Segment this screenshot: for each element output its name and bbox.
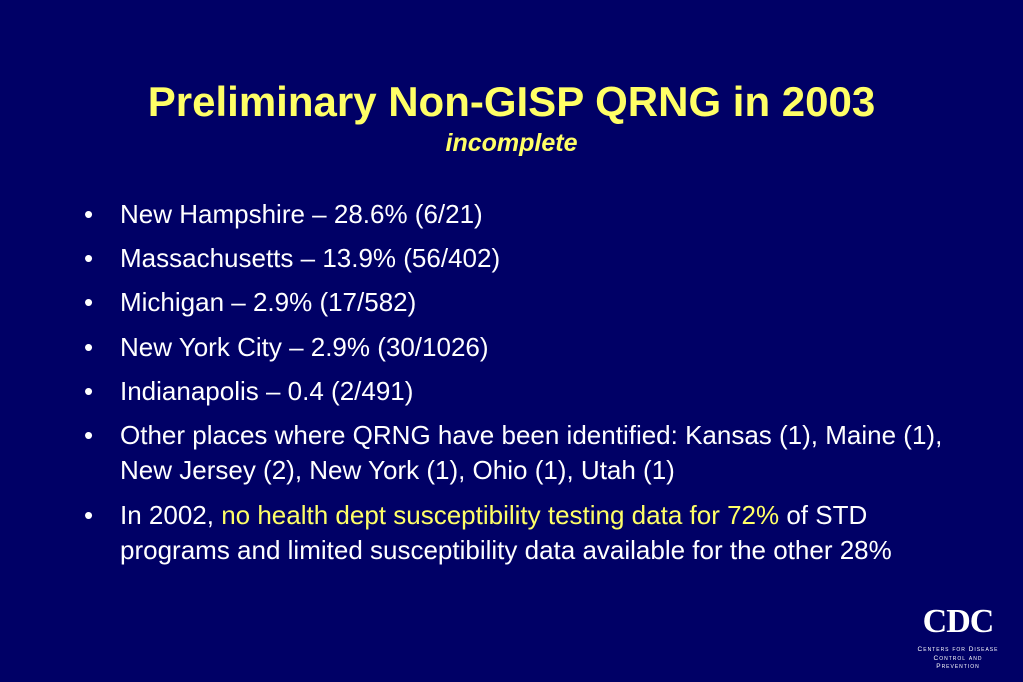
bullet-text: Indianapolis – 0.4 (2/491) bbox=[120, 375, 414, 406]
bullet-item: • Indianapolis – 0.4 (2/491) bbox=[84, 374, 944, 410]
slide-title: Preliminary Non-GISP QRNG in 2003 bbox=[147, 78, 876, 125]
bullet-list: • New Hampshire – 28.6% (6/21) • Massach… bbox=[84, 197, 944, 577]
bullet-item: • In 2002, no health dept susceptibility… bbox=[84, 498, 944, 569]
cdc-logo-text: CDC bbox=[922, 603, 995, 640]
bullet-marker-icon: • bbox=[84, 419, 94, 450]
bullet-text: Other places where QRNG have been identi… bbox=[120, 419, 943, 486]
bullet-marker-icon: • bbox=[84, 331, 94, 362]
bullet-item: • Michigan – 2.9% (17/582) bbox=[84, 285, 944, 321]
cdc-logo: CDC Centers for Disease Control and Prev… bbox=[912, 603, 1004, 671]
bullet-item: • Massachusetts – 13.9% (56/402) bbox=[84, 241, 944, 277]
cdc-logo-tagline-1: Centers for Disease bbox=[917, 646, 999, 653]
bullet-item: • Other places where QRNG have been iden… bbox=[84, 418, 944, 489]
slide-subtitle: incomplete bbox=[445, 129, 578, 157]
bullet-text: New York City – 2.9% (30/1026) bbox=[120, 331, 489, 362]
bullet-marker-icon: • bbox=[84, 243, 94, 274]
bullet-text-before: In 2002, bbox=[120, 499, 222, 530]
bullet-text: Massachusetts – 13.9% (56/402) bbox=[120, 243, 501, 274]
bullet-text: Michigan – 2.9% (17/582) bbox=[120, 287, 417, 318]
bullet-marker-icon: • bbox=[84, 375, 94, 406]
bullet-marker-icon: • bbox=[84, 287, 94, 318]
bullet-text: New Hampshire – 28.6% (6/21) bbox=[120, 199, 483, 229]
bullet-item: • New York City – 2.9% (30/1026) bbox=[84, 330, 944, 366]
bullet-item: • New Hampshire – 28.6% (6/21) bbox=[84, 197, 944, 233]
cdc-logo-tagline-2: Control and Prevention bbox=[933, 655, 983, 670]
bullet-highlight-text: no health dept susceptibility testing da… bbox=[221, 499, 780, 530]
bullet-text-after: of STD programs and limited susceptibili… bbox=[120, 499, 892, 566]
bullet-marker-icon: • bbox=[84, 199, 94, 229]
bullet-marker-icon: • bbox=[84, 499, 94, 530]
